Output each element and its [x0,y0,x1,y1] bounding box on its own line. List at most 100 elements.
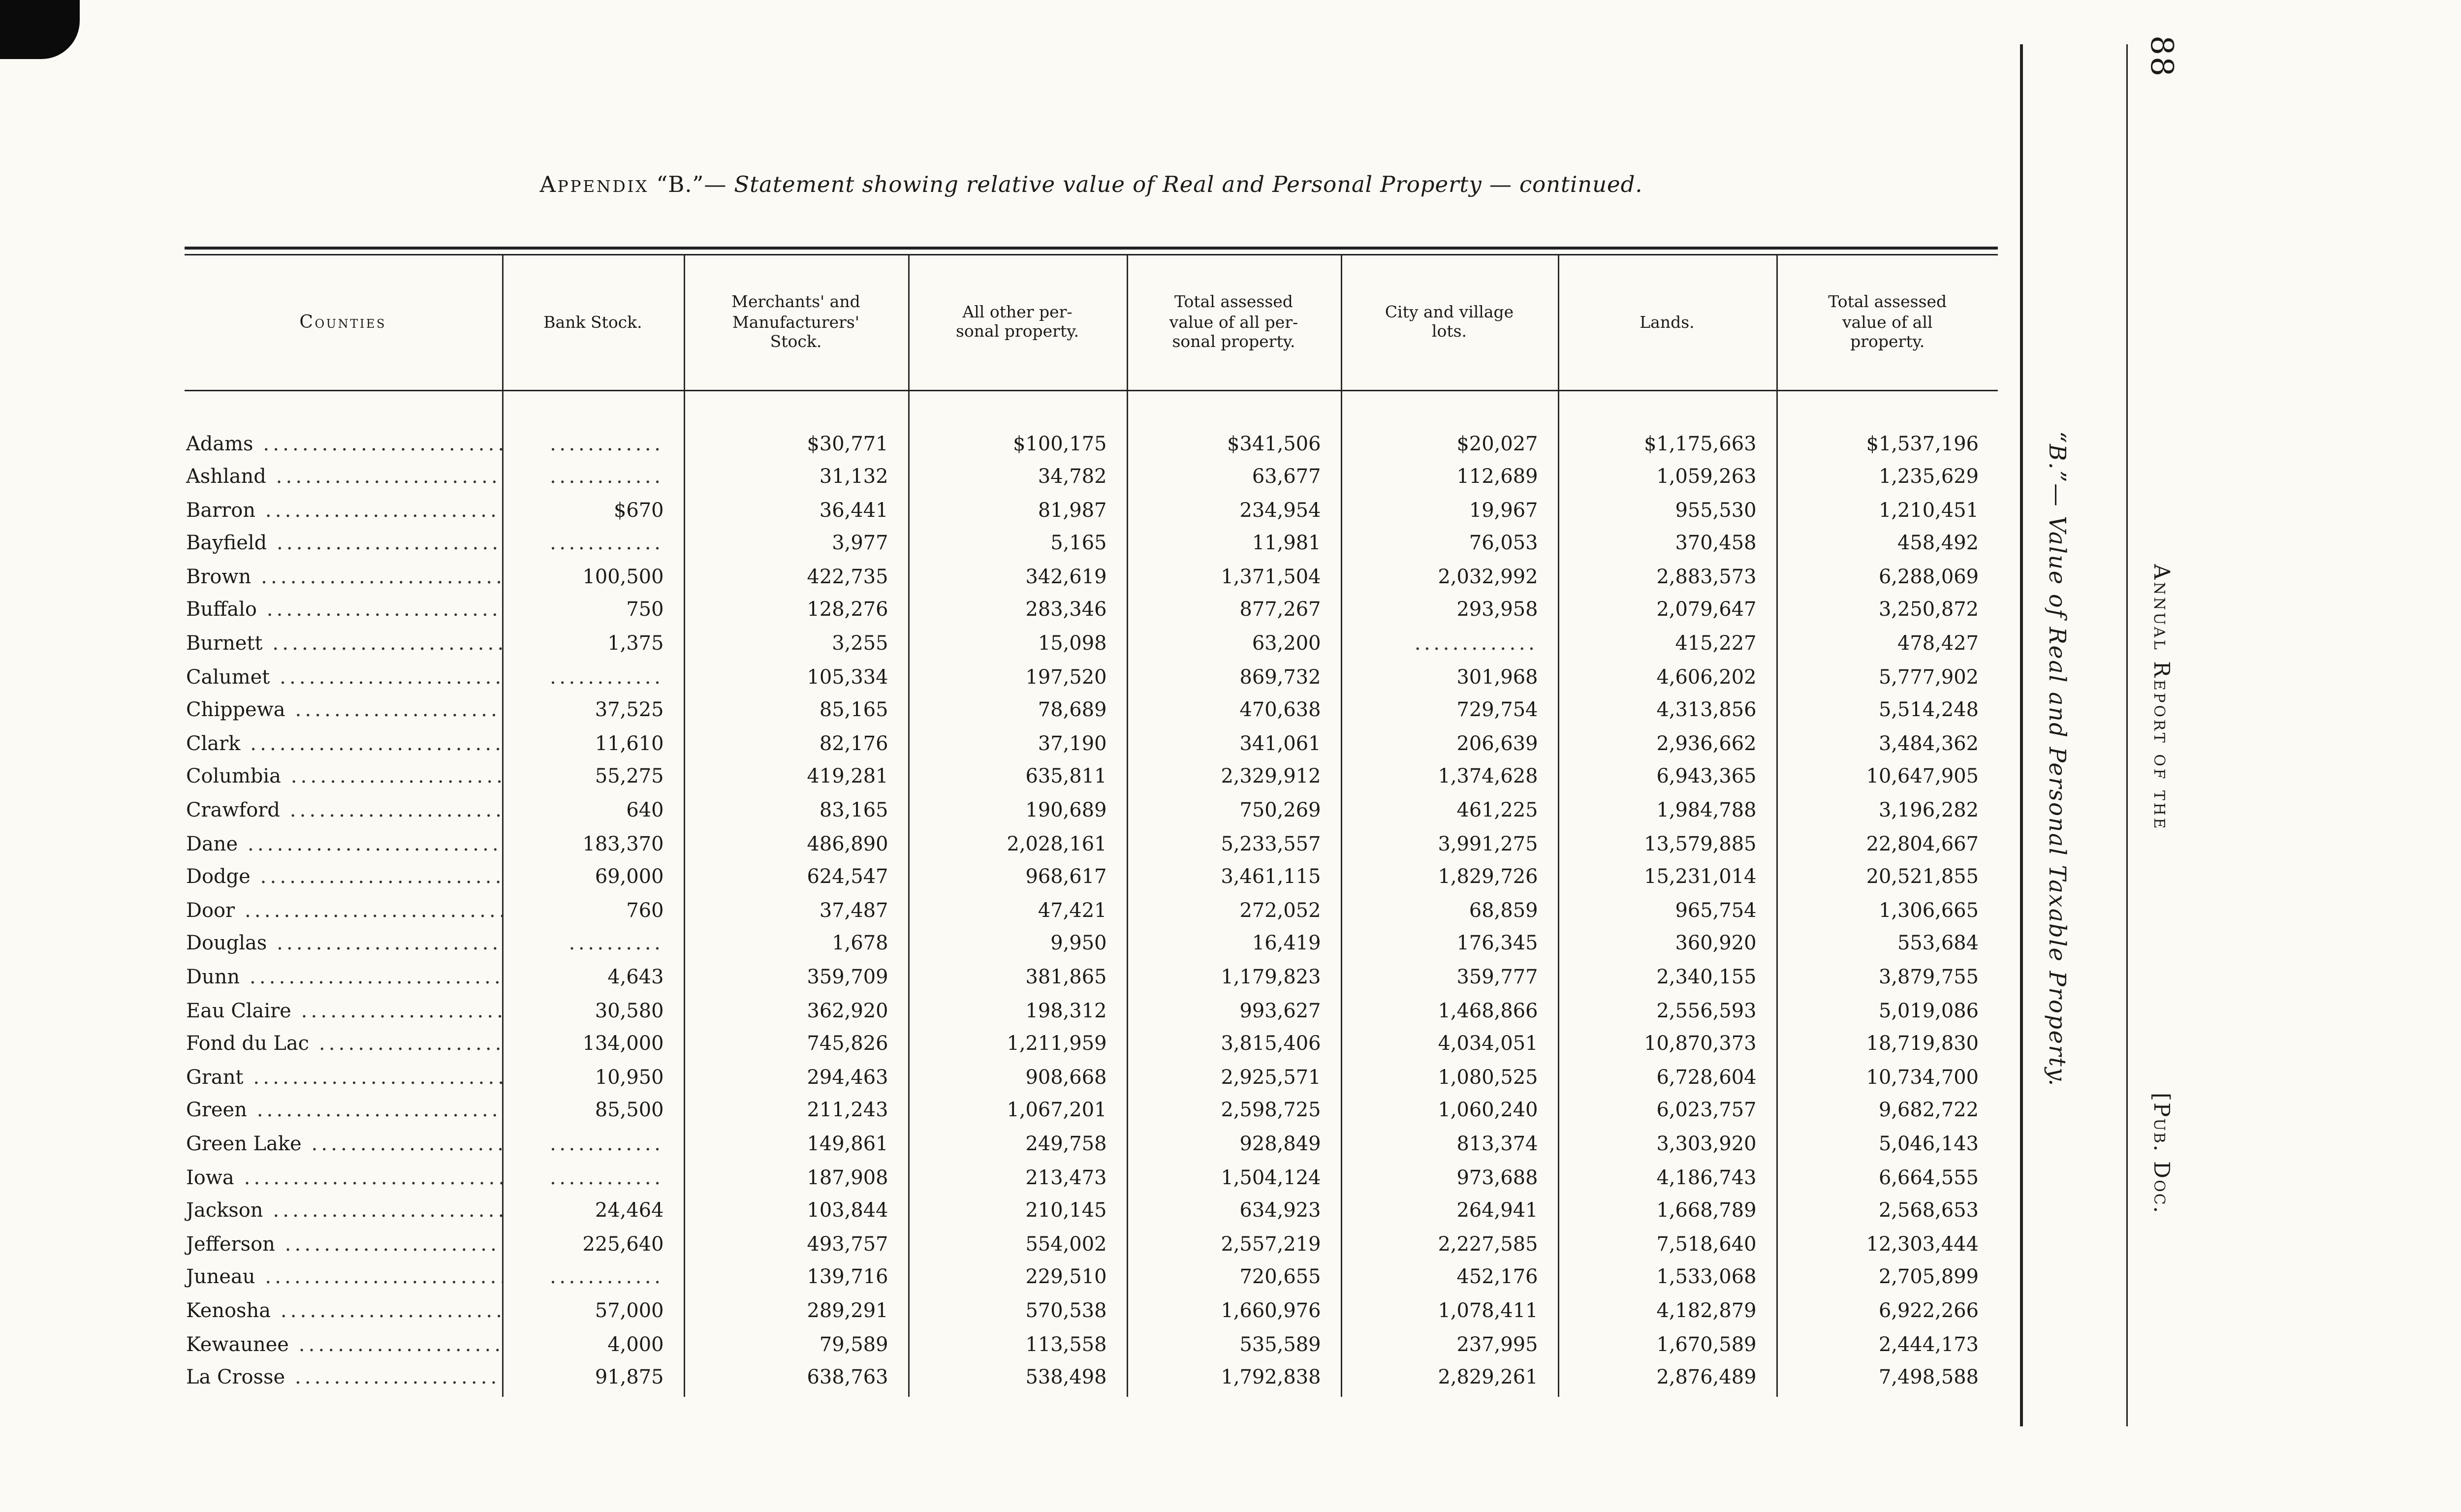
value-cell: 63,200 [1127,629,1342,662]
value-cell: 69,000 [502,862,685,896]
table-row: Kenosha57,000289,291570,5381,660,9761,07… [185,1296,1998,1330]
value-cell: 1,078,411 [1341,1296,1559,1330]
value-cell: 176,345 [1341,929,1559,963]
county-cell: Dunn [185,963,503,996]
title-appendix: Appendix [539,171,649,198]
value-cell: 458,492 [1897,533,1979,556]
value-cell: 3,196,282 [1878,800,1979,823]
county-cell: Crawford [185,796,503,829]
value-cell: 105,334 [684,662,909,696]
margin-rule-outer [2126,44,2128,1426]
value-cell: 1,533,068 [1558,1263,1777,1296]
value-cell: 81,987 [908,496,1128,529]
margin-rule-inner [2020,44,2022,1426]
value-cell: 187,908 [684,1163,909,1197]
value-cell: 1,670,589 [1558,1329,1777,1363]
table-row: Dunn4,643359,709381,8651,179,823359,7772… [185,963,1998,996]
property-table: Counties Bank Stock. Merchants' and Manu… [185,255,1998,1397]
value-cell: 640 [502,796,685,829]
value-cell: 2,705,899 [1878,1267,1979,1290]
table-row: La Crosse91,875638,763538,4981,792,8382,… [185,1363,1998,1397]
value-cell: 82,176 [684,729,909,763]
value-cell: $1,537,196 [1866,433,1979,456]
value-cell: 5,165 [908,529,1128,563]
value-cell: 37,525 [502,695,685,729]
county-cell: Dane [185,829,503,863]
value-cell: 1,306,665 [1878,900,1979,923]
value-cell: 1,371,504 [1127,562,1342,596]
value-cell: 359,777 [1341,963,1559,996]
county-cell: Eau Claire [185,996,503,1030]
table-body: Adams............$30,771$100,175$341,506… [185,390,1998,1397]
table-row: Dodge69,000624,547968,6173,461,1151,829,… [185,862,1998,896]
table-row: Chippewa37,52585,16578,689470,638729,754… [185,695,1998,729]
value-cell: 7,498,588 [1878,1367,1979,1390]
pub-doc-label: [Pub. Doc. [2148,1093,2172,1215]
value-cell: 638,763 [684,1363,909,1397]
value-cell: 554,002 [908,1229,1128,1263]
value-cell: 211,243 [684,1096,909,1130]
report-header: Annual Report of the [2148,563,2172,831]
value-cell: 183,370 [502,829,685,863]
value-cell: 10,734,700 [1866,1067,1979,1090]
value-cell: 10,950 [502,1063,685,1097]
county-cell: Kenosha [185,1296,503,1330]
scan-artifact [0,0,80,59]
value-cell: 47,421 [908,896,1128,930]
value-cell: 745,826 [684,1029,909,1063]
page-title: Appendix “B.”— Statement showing relativ… [185,171,1998,198]
value-cell: 3,461,115 [1127,862,1342,896]
value-cell: 197,520 [908,662,1128,696]
table-row: Crawford64083,165190,689750,269461,2251,… [185,796,1998,829]
county-cell: Ashland [185,462,503,496]
value-cell: 210,145 [908,1196,1128,1230]
value-cell: 750 [502,596,685,630]
value-cell: 22,804,667 [1866,833,1979,856]
table-row: Jefferson225,640493,757554,0022,557,2192… [185,1229,1998,1263]
value-cell: 12,303,444 [1866,1234,1979,1257]
county-cell: Green [185,1096,503,1130]
county-cell: Jackson [185,1196,503,1230]
value-cell: 359,709 [684,963,909,996]
value-cell: 470,638 [1127,695,1342,729]
value-cell: 10,870,373 [1558,1029,1777,1063]
value-cell: 2,032,992 [1341,562,1559,596]
value-cell: 1,060,240 [1341,1096,1559,1130]
col-header-city-village-lots: City and village lots. [1341,255,1559,391]
table-row: Douglas..........1,6789,95016,419176,345… [185,929,1998,963]
value-cell: 6,728,604 [1558,1063,1777,1097]
value-cell: 37,190 [908,729,1128,763]
value-cell: 750,269 [1127,796,1342,829]
table-row: Green Lake............149,861249,758928,… [185,1129,1998,1163]
value-cell: 3,250,872 [1878,600,1979,623]
value-cell: 535,589 [1127,1329,1342,1363]
value-cell: $670 [502,496,685,529]
value-cell: 1,211,959 [908,1029,1128,1063]
value-cell: 4,606,202 [1558,662,1777,696]
value-cell: 2,568,653 [1878,1200,1979,1223]
table-row: Grant10,950294,463908,6682,925,5711,080,… [185,1063,1998,1097]
table-row: Columbia55,275419,281635,8112,329,9121,3… [185,762,1998,796]
value-cell: 419,281 [684,762,909,796]
value-cell: 1,059,263 [1558,462,1777,496]
value-cell: 3,484,362 [1878,733,1979,756]
property-table-wrap: Counties Bank Stock. Merchants' and Manu… [185,247,1998,1397]
value-cell: 370,458 [1558,529,1777,563]
value-cell: 57,000 [502,1296,685,1330]
value-cell: 234,954 [1127,496,1342,529]
value-cell: 362,920 [684,996,909,1030]
value-cell: 1,668,789 [1558,1196,1777,1230]
value-cell: 1,375 [502,629,685,662]
value-cell: 34,782 [908,462,1128,496]
title-label: “B.”— [649,171,734,198]
value-cell: 249,758 [908,1129,1128,1163]
table-row: Ashland............31,13234,78263,677112… [185,462,1998,496]
value-cell: 83,165 [684,796,909,829]
value-cell: ............ [502,529,685,563]
value-cell: 478,427 [1897,633,1979,656]
value-cell: 1,080,525 [1341,1063,1559,1097]
value-cell: 5,046,143 [1878,1134,1979,1156]
value-cell: 9,682,722 [1878,1101,1979,1123]
value-cell: 6,922,266 [1878,1300,1979,1323]
